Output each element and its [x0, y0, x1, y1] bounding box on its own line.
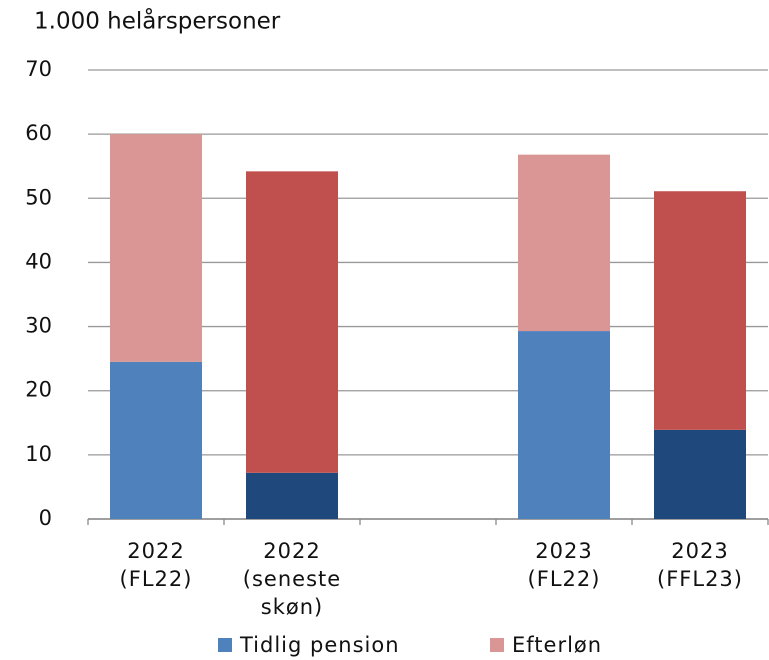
x-tick-label: 2023	[535, 539, 592, 563]
y-tick-label: 40	[25, 249, 52, 273]
x-tick-label: (seneste	[243, 567, 341, 591]
bar-segment	[110, 134, 202, 362]
bar-segment	[518, 154, 610, 332]
x-tick-label: 2022	[127, 539, 184, 563]
x-tick-label: skøn)	[261, 595, 323, 619]
bar-segment	[654, 429, 746, 519]
y-tick-label: 20	[25, 378, 52, 402]
x-tick-label: 2023	[671, 539, 728, 563]
bar-segment	[518, 331, 610, 519]
x-tick-label: (FL22)	[528, 567, 601, 591]
y-tick-label: 70	[25, 57, 52, 81]
bar-segment	[654, 191, 746, 430]
bar-segment	[246, 171, 338, 473]
bar-segment	[110, 361, 202, 519]
y-tick-label: 30	[25, 314, 52, 338]
y-tick-label: 60	[25, 121, 52, 145]
x-tick-label: (FL22)	[120, 567, 193, 591]
legend-swatch	[218, 638, 232, 652]
legend-label: Tidlig pension	[239, 633, 400, 657]
x-tick-label: (FFL23)	[657, 567, 743, 591]
y-tick-label: 50	[25, 185, 52, 209]
bar-segment	[246, 472, 338, 519]
y-tick-label: 10	[25, 442, 52, 466]
legend-label: Efterløn	[512, 633, 602, 657]
chart-title: 1.000 helårspersoner	[34, 7, 281, 35]
legend-swatch	[490, 638, 504, 652]
y-tick-label: 0	[39, 506, 52, 530]
x-tick-label: 2022	[263, 539, 320, 563]
